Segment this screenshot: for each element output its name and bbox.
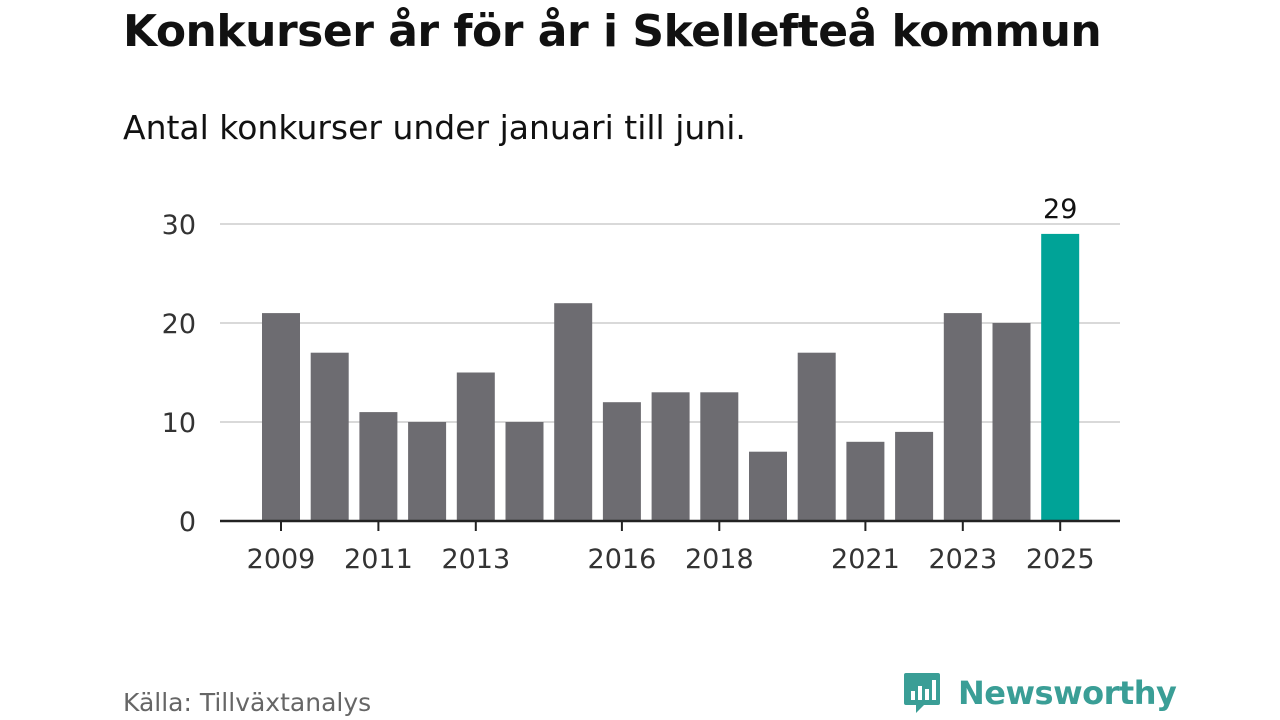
x-tick-label: 2018 <box>685 544 754 575</box>
y-tick-label: 0 <box>179 507 196 538</box>
x-tick-label: 2011 <box>344 544 413 575</box>
newsworthy-logo-icon <box>904 673 940 713</box>
bar <box>749 451 787 521</box>
x-tick-label: 2023 <box>928 544 997 575</box>
bar <box>1041 233 1080 521</box>
x-tick-label: 2025 <box>1026 544 1095 575</box>
source-note: Källa: Tillväxtanalys <box>123 688 372 717</box>
bar <box>310 352 349 521</box>
y-tick-label: 30 <box>162 210 196 241</box>
bar <box>456 372 495 521</box>
bar <box>943 313 982 521</box>
bar <box>651 392 690 521</box>
bar <box>895 431 934 521</box>
bar <box>408 422 447 521</box>
x-tick-label: 2009 <box>247 544 316 575</box>
x-tick-label: 2016 <box>588 544 657 575</box>
x-tick-label: 2021 <box>831 544 900 575</box>
bar <box>700 392 739 521</box>
bar <box>554 303 593 521</box>
chart-subtitle: Antal konkurser under januari till juni. <box>123 108 746 147</box>
y-tick-label: 10 <box>162 408 196 439</box>
bar <box>359 412 398 521</box>
bar <box>992 323 1031 521</box>
y-tick-label: 20 <box>162 309 196 340</box>
bar-chart: 0 10 20 30 29 2009 2011 2013 2016 2018 2021 2023 202… <box>162 194 1120 575</box>
bar <box>846 441 885 521</box>
chart-title: Konkurser år för år i Skellefteå kommun <box>123 6 1102 57</box>
newsworthy-logo: Newsworthy <box>902 671 1177 715</box>
bar <box>262 313 300 521</box>
bar <box>602 402 641 521</box>
x-tick-label: 2013 <box>441 544 510 575</box>
newsworthy-logo-text: Newsworthy <box>958 674 1177 712</box>
bar <box>505 422 544 521</box>
bar <box>797 352 836 521</box>
bar-value-label: 29 <box>1043 194 1077 225</box>
